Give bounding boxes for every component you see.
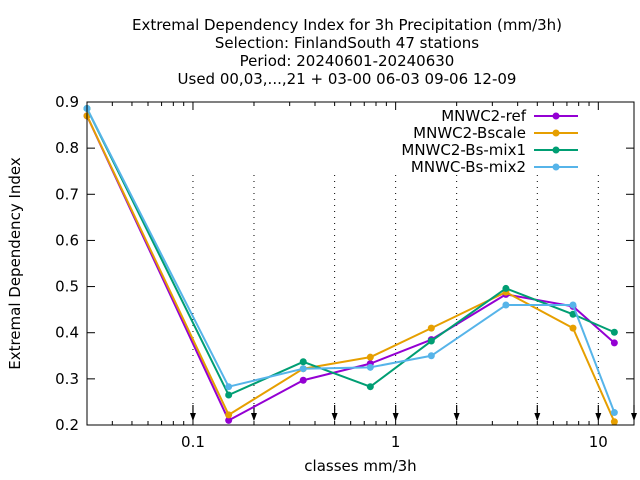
x-axis-label: classes mm/3h: [304, 457, 416, 475]
class-marker-arrow: [453, 413, 460, 421]
data-point: [366, 383, 374, 391]
y-tick-label: 0.4: [55, 324, 79, 342]
y-tick-label: 0.7: [55, 185, 79, 203]
class-marker-arrow: [392, 413, 399, 421]
data-point: [225, 411, 233, 419]
y-tick-label: 0.3: [55, 370, 79, 388]
data-point: [569, 301, 577, 309]
title-line: Used 00,03,...,21 + 03-00 06-03 09-06 12…: [178, 70, 517, 88]
class-arrow-markers: [189, 175, 637, 421]
y-axis-label: Extremal Dependency Index: [6, 157, 24, 370]
data-point: [610, 328, 618, 336]
plot-frame: [86, 101, 635, 426]
legend: MNWC2-refMNWC2-BscaleMNWC2-Bs-mix1MNWC-B…: [401, 107, 578, 176]
title-line: Selection: FinlandSouth 47 stations: [215, 34, 479, 52]
class-marker-arrow: [189, 413, 196, 421]
data-point: [610, 409, 618, 417]
data-point: [427, 337, 435, 345]
y-tick-label: 0.5: [55, 278, 79, 296]
data-point: [569, 324, 577, 332]
data-point: [502, 301, 510, 309]
series-line: [86, 108, 615, 397]
class-marker-arrow: [595, 413, 602, 421]
y-tick-label: 0.2: [55, 416, 79, 434]
title-line: Period: 20240601-20240630: [240, 52, 455, 70]
legend-label: MNWC2-ref: [441, 107, 526, 125]
data-point: [569, 310, 577, 318]
y-tick-label: 0.9: [55, 93, 79, 111]
legend-label: MNWC2-Bs-mix1: [401, 141, 526, 159]
data-point: [299, 358, 307, 366]
x-tick-label: 0.1: [181, 433, 205, 451]
legend-marker: [552, 146, 560, 154]
y-tick-label: 0.8: [55, 139, 79, 157]
data-point: [225, 416, 233, 424]
data-point: [366, 353, 374, 361]
class-marker-arrow: [534, 413, 541, 421]
data-point: [225, 391, 233, 399]
data-point: [225, 383, 233, 391]
x-tick-label: 1: [391, 433, 401, 451]
series-line: [86, 108, 616, 413]
data-point: [299, 376, 307, 384]
data-point: [427, 352, 435, 360]
data-point: [427, 324, 435, 332]
chart-title: Extremal Dependency Index for 3h Precipi…: [132, 16, 562, 88]
data-point: [502, 284, 510, 292]
legend-marker: [552, 163, 560, 171]
data-point: [299, 365, 307, 373]
data-point: [610, 418, 618, 426]
series-lines: [83, 104, 618, 426]
class-marker-arrow: [250, 413, 257, 421]
data-point: [366, 363, 374, 371]
legend-label: MNWC2-Bscale: [413, 124, 526, 142]
data-point: [610, 339, 618, 347]
series-line: [86, 115, 616, 423]
legend-marker: [552, 112, 560, 120]
y-tick-label: 0.6: [55, 231, 79, 249]
legend-marker: [552, 129, 560, 137]
x-tick-label: 10: [589, 433, 608, 451]
axis-ticks: 0.2 0.3 0.4 0.5 0.6 0.7 0.8 0.9 0.1 1 10: [55, 93, 634, 451]
title-line: Extremal Dependency Index for 3h Precipi…: [132, 16, 562, 34]
legend-label: MNWC-Bs-mix2: [411, 158, 526, 176]
class-marker-arrow: [331, 413, 338, 421]
